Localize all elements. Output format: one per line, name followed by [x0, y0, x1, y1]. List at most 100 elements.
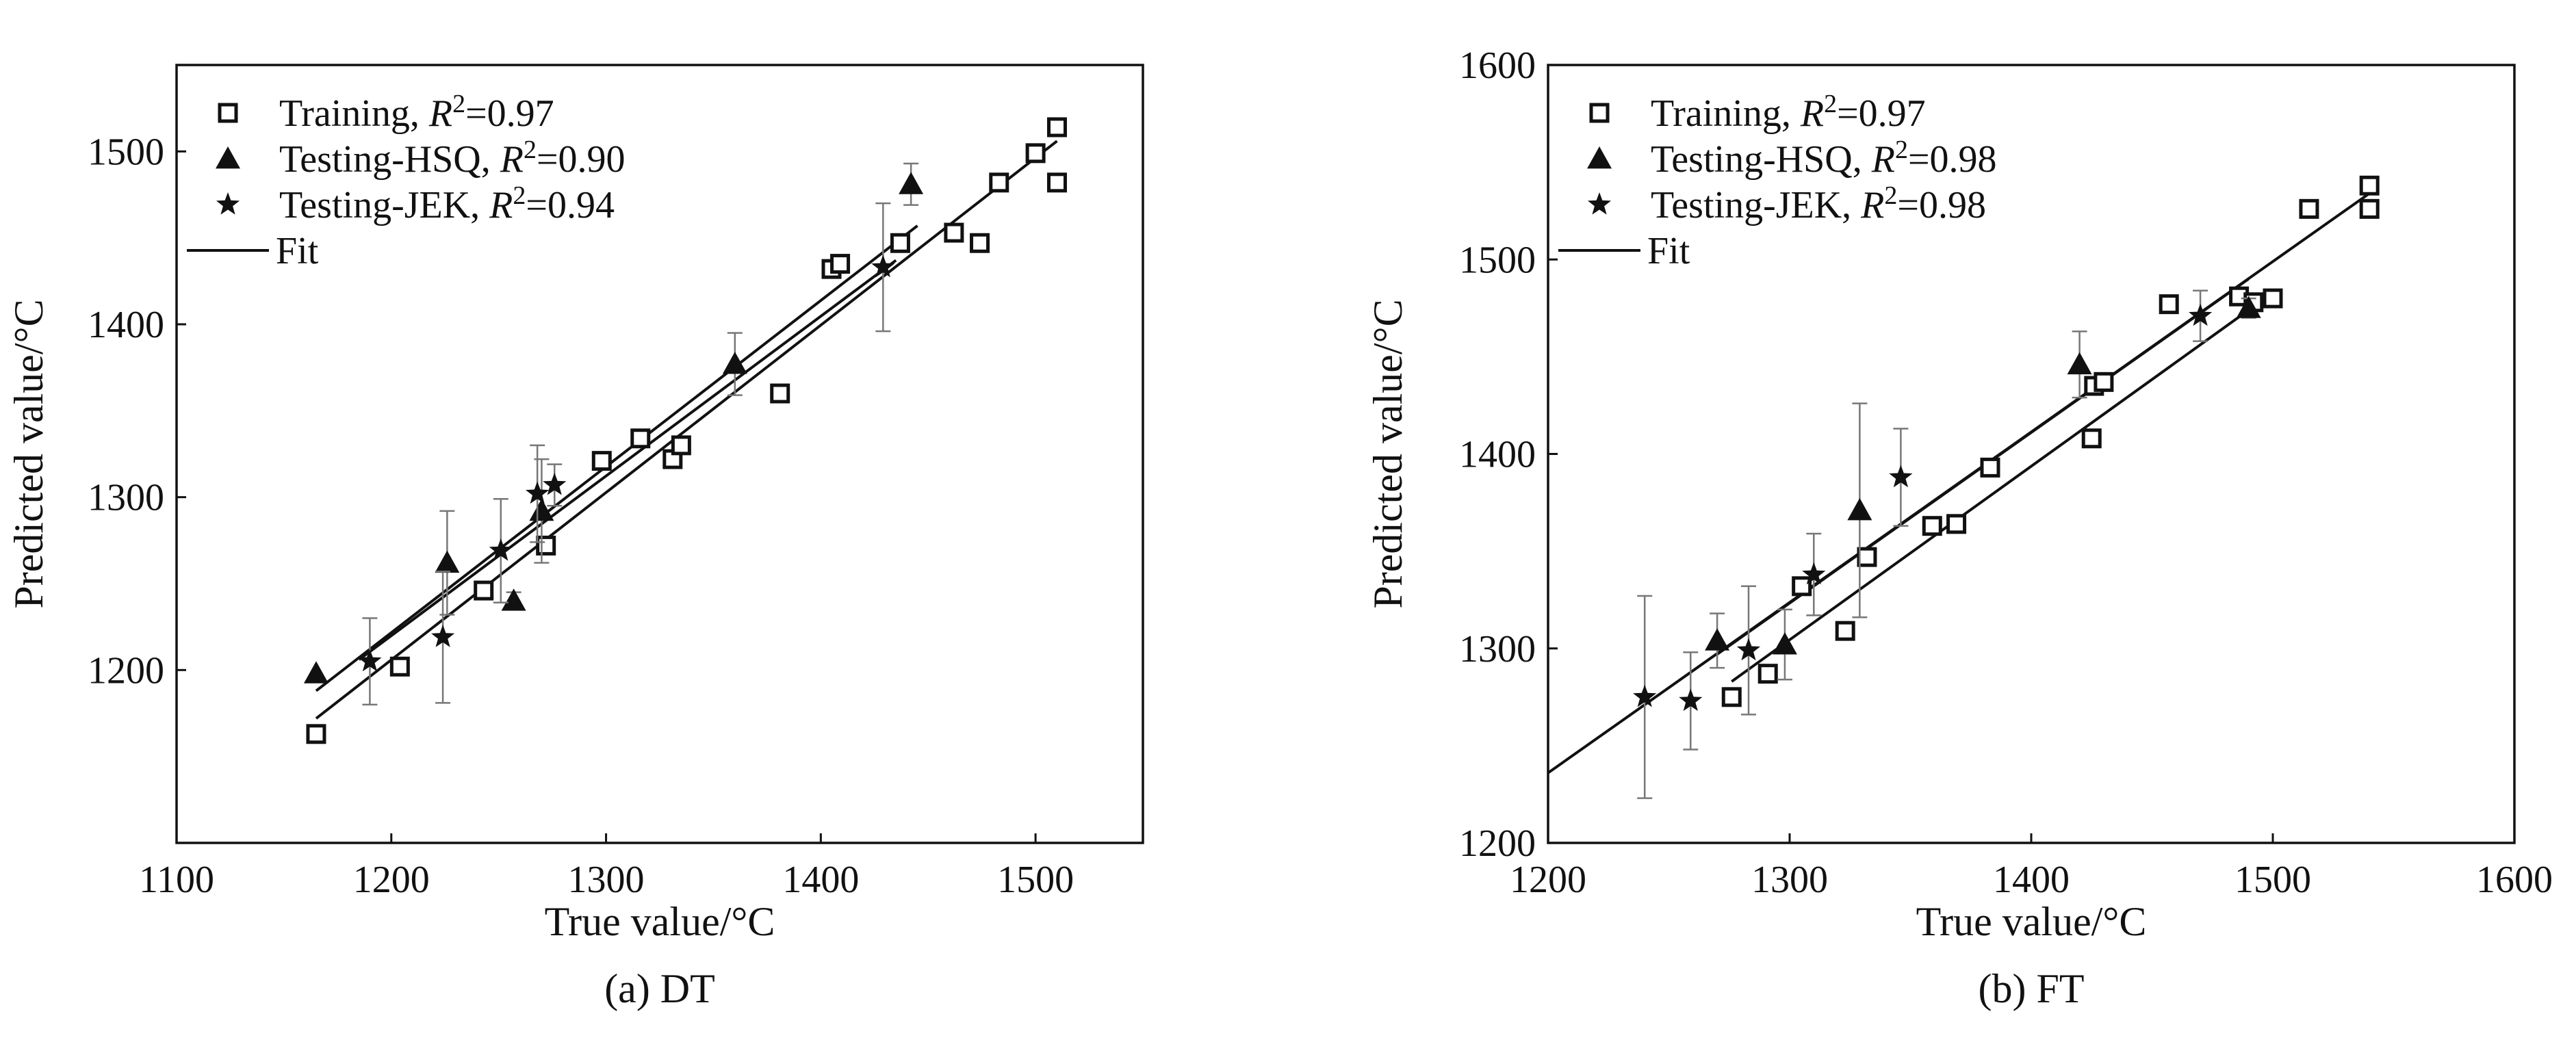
point-testing-jek	[543, 473, 567, 495]
point-training	[1835, 621, 1855, 641]
panel-ft: 1200 1300 1400 1500 1600 1200 1300 1400 1500 1600…	[1365, 44, 2553, 1011]
point-training	[306, 724, 326, 744]
point-training	[2359, 175, 2380, 196]
y-tick-label: 1400	[1459, 434, 1536, 476]
x-tick-label: 1300	[568, 859, 645, 901]
point-training	[890, 233, 910, 253]
point-training	[1980, 457, 2000, 478]
point-testing-jek	[431, 625, 455, 647]
fit-line	[1731, 309, 2250, 683]
point-testing-jek	[1889, 465, 1913, 488]
point-training	[830, 254, 851, 274]
point-testing-jek	[489, 538, 513, 561]
y-tick-label: 1300	[88, 477, 164, 519]
legend-label: Testing-JEK, R2=0.98	[1651, 181, 1986, 226]
point-training	[1721, 687, 1742, 707]
legend-label: Training, R2=0.97	[279, 90, 554, 135]
legend-label: Testing-HSQ, R2=0.98	[1651, 135, 1997, 181]
y-axis-label: Predicted value/°C	[6, 299, 51, 608]
x-tick-label: 1500	[2234, 859, 2311, 901]
panel-caption: (b) FT	[1979, 966, 2085, 1011]
y-axis-label: Predicted value/°C	[1365, 299, 1411, 608]
point-training	[2263, 288, 2283, 309]
point-training	[591, 451, 612, 471]
point-training	[2299, 198, 2319, 219]
fit-line	[315, 140, 1058, 720]
point-testing-jek	[871, 255, 895, 278]
legend-label: Training, R2=0.97	[1651, 90, 1926, 135]
point-testing-hsq	[303, 661, 329, 683]
legend-marker	[1587, 146, 1612, 169]
legend-label: Fit	[276, 230, 319, 272]
point-training	[474, 580, 494, 601]
point-training	[1946, 514, 1967, 534]
point-testing-hsq	[2067, 352, 2092, 375]
point-training	[1757, 664, 1778, 684]
point-training	[1025, 143, 1046, 164]
x-tick-label: 1200	[353, 859, 430, 901]
point-testing-jek	[358, 649, 382, 672]
fit-line	[358, 259, 897, 661]
point-testing-jek	[1679, 688, 1703, 712]
x-tick-label: 1500	[997, 859, 1074, 901]
legend-marker	[218, 103, 238, 123]
point-testing-hsq	[722, 352, 747, 374]
x-tick-label: 1200	[1510, 859, 1586, 901]
legend-marker	[1589, 103, 1610, 123]
point-training	[989, 172, 1009, 193]
fit-line	[315, 224, 918, 692]
y-tick-label: 1300	[1459, 628, 1536, 670]
y-tick-label: 1500	[88, 131, 164, 173]
y-tick-label: 1400	[88, 304, 164, 346]
x-axis-label: True value/°C	[1916, 899, 2147, 944]
point-training	[2081, 428, 2102, 449]
point-training	[1046, 172, 1067, 193]
point-training	[970, 233, 990, 253]
y-tick-label: 1200	[1459, 822, 1536, 865]
point-training	[2359, 198, 2380, 219]
point-testing-hsq	[899, 172, 924, 194]
point-testing-hsq	[1772, 632, 1797, 655]
point-training	[389, 656, 410, 677]
legend-marker	[1587, 192, 1612, 215]
panel-caption: (a) DT	[604, 966, 715, 1011]
point-testing-jek	[526, 481, 550, 504]
y-tick-label: 1500	[1459, 239, 1536, 281]
x-axis-label: True value/°C	[545, 899, 775, 944]
point-training	[2094, 372, 2114, 392]
point-training	[1857, 547, 1877, 567]
point-training	[1792, 576, 1812, 597]
point-training	[2159, 294, 2179, 315]
panel-dt: 1100 1200 1300 1400 1500 1200 1300 1400 1500 True…	[6, 64, 1144, 1011]
x-tick-label: 1300	[1751, 859, 1828, 901]
point-training	[630, 428, 651, 449]
point-training	[770, 383, 790, 404]
point-testing-hsq	[1847, 497, 1872, 521]
legend-label: Testing-JEK, R2=0.94	[279, 181, 615, 226]
point-training	[1922, 516, 1942, 536]
point-training	[944, 222, 964, 243]
point-testing-hsq	[1705, 628, 1730, 651]
x-tick-label: 1100	[139, 859, 214, 901]
point-testing-hsq	[2236, 296, 2261, 318]
legend-label: Testing-HSQ, R2=0.90	[279, 135, 626, 181]
x-tick-label: 1400	[1993, 859, 2070, 901]
legend-marker	[216, 192, 240, 215]
plot-frame	[175, 64, 1144, 844]
point-testing-hsq	[529, 498, 554, 521]
x-tick-label: 1600	[2476, 859, 2553, 901]
y-tick-label: 1200	[88, 649, 164, 692]
point-testing-hsq	[501, 588, 526, 611]
point-training	[671, 435, 691, 456]
point-testing-jek	[1633, 684, 1657, 707]
point-training	[536, 535, 556, 556]
y-tick-label: 1600	[1459, 44, 1536, 87]
point-testing-jek	[1736, 638, 1761, 661]
point-testing-jek	[1802, 562, 1826, 585]
legend-marker	[216, 146, 240, 169]
point-testing-jek	[2189, 303, 2213, 326]
legend-label: Fit	[1647, 230, 1690, 272]
point-testing-hsq	[435, 550, 460, 573]
x-tick-label: 1400	[782, 859, 859, 901]
